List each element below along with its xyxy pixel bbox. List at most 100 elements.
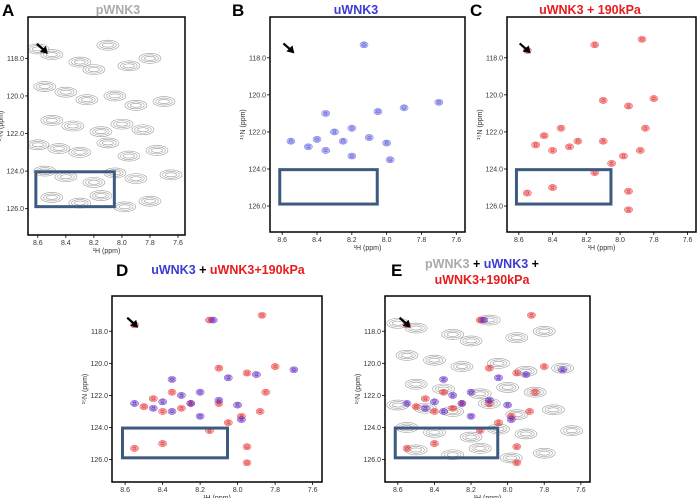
x-tick-label: 8.6: [120, 487, 130, 494]
contour-ring: [465, 434, 477, 440]
contour-core: [432, 409, 437, 413]
peak: [124, 100, 148, 111]
peak: [395, 350, 419, 361]
contour-ring: [440, 376, 447, 382]
peak: [33, 81, 57, 92]
contour-ring: [541, 133, 548, 139]
contour-ring: [517, 430, 535, 438]
title-part: uWNK3+190kPa: [435, 273, 531, 287]
contour-ring: [257, 409, 264, 414]
contour-ring: [139, 403, 149, 410]
contour-core: [160, 400, 165, 404]
contour-ring: [89, 126, 113, 137]
peak: [548, 147, 557, 154]
x-tick-label: 7.6: [451, 237, 461, 244]
contour-ring: [305, 144, 312, 150]
contour-ring: [92, 127, 110, 136]
contour-ring: [551, 362, 574, 374]
contour-core: [198, 390, 203, 394]
y-tick-label: 126.0: [248, 204, 266, 211]
peak: [573, 137, 583, 145]
y-tick-label: 122.0: [485, 129, 503, 136]
contour-ring: [411, 403, 421, 410]
contour-ring: [123, 63, 135, 69]
x-tick-label: 7.8: [145, 240, 155, 247]
contour-core: [260, 313, 264, 317]
contour-ring: [134, 125, 152, 134]
contour-core: [132, 446, 137, 450]
contour-ring: [36, 82, 54, 91]
contour-ring: [486, 397, 493, 403]
contour-ring: [523, 386, 547, 398]
y-tick-label: 120.0: [248, 92, 266, 99]
x-tick-label: 8.0: [117, 240, 127, 247]
contour-ring: [389, 401, 407, 409]
contour-ring: [448, 392, 458, 399]
arrow-head: [286, 45, 295, 54]
contour-ring: [641, 124, 650, 132]
contour-ring: [479, 316, 489, 324]
contour-core: [496, 421, 501, 425]
y-tick-label: 118.0: [91, 329, 108, 336]
contour-ring: [141, 54, 159, 63]
peak: [496, 382, 519, 393]
contour-core: [211, 318, 216, 322]
contour-core: [132, 401, 137, 405]
contour-ring: [61, 120, 85, 132]
frame: [269, 16, 466, 233]
contour-core: [423, 397, 428, 401]
contour-ring: [560, 425, 583, 436]
contour-ring: [261, 388, 271, 396]
contour-ring: [286, 137, 296, 145]
title-part: +: [196, 263, 210, 277]
panel-title: uWNK3 + uWNK3+190kPa: [151, 263, 306, 277]
contour-ring: [155, 97, 173, 106]
contour-ring: [486, 365, 493, 371]
peak: [28, 139, 50, 151]
peak: [242, 443, 252, 451]
contour-ring: [624, 102, 633, 110]
peak: [624, 187, 633, 195]
contour-ring: [542, 404, 565, 416]
contour-ring: [150, 396, 157, 402]
contour-core: [315, 137, 320, 141]
contour-ring: [242, 369, 252, 377]
contour-core: [362, 43, 367, 47]
contour-ring: [168, 409, 176, 414]
contour-ring: [450, 361, 474, 372]
contour-core: [226, 376, 231, 380]
highlight-box: [278, 168, 379, 206]
contour-ring: [89, 190, 113, 201]
contour-ring: [495, 420, 502, 426]
contour-ring: [598, 137, 608, 145]
panel: 8.6 8.4 8.2 8.0 7.8 7.6 118.0 120.0 122.0 124.0 12…: [232, 1, 466, 252]
contour-ring: [120, 152, 138, 160]
contour-core: [514, 461, 519, 465]
contour-ring: [549, 148, 556, 153]
contour-ring: [650, 96, 657, 101]
contour-ring: [99, 41, 117, 49]
contour-ring: [625, 103, 632, 109]
contour-ring: [548, 184, 557, 191]
peak: [402, 445, 412, 452]
contour-ring: [541, 364, 548, 369]
peak: [450, 361, 474, 372]
title-part: uWNK3+190kPa: [210, 263, 306, 277]
contour-ring: [167, 376, 177, 383]
peak: [223, 419, 233, 426]
contour-ring: [506, 416, 516, 423]
contour-ring: [45, 52, 58, 57]
contour-ring: [383, 140, 390, 146]
contour-core: [375, 110, 380, 114]
contour-ring: [636, 147, 645, 154]
peak: [130, 400, 139, 407]
contour-ring: [348, 153, 355, 159]
highlight-box: [34, 170, 116, 209]
contour-ring: [471, 444, 489, 453]
contour-ring: [59, 174, 72, 180]
contour-ring: [96, 39, 120, 51]
contour-ring: [431, 441, 438, 446]
peak: [61, 120, 85, 132]
contour-ring: [521, 371, 531, 378]
peak: [487, 358, 510, 369]
